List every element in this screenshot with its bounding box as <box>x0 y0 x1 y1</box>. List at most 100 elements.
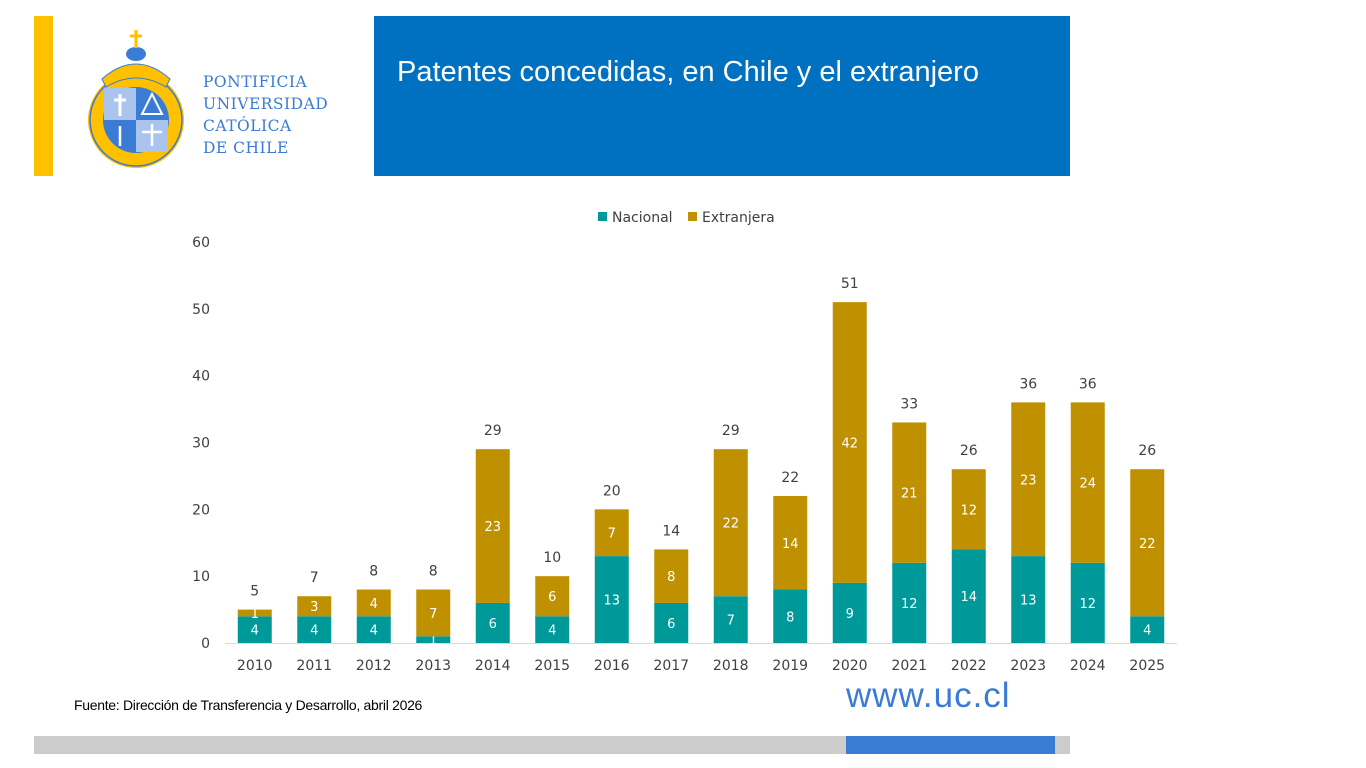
data-label: 24 <box>1079 477 1096 492</box>
legend-swatch-nacional <box>598 212 607 221</box>
accent-yellow-bar <box>34 16 53 176</box>
y-tick-label: 30 <box>192 436 210 452</box>
total-label: 20 <box>603 483 621 499</box>
data-label: 12 <box>960 503 977 518</box>
bar-extranjera <box>1011 402 1046 557</box>
bar-nacional <box>892 562 927 643</box>
source-note: Fuente: Dirección de Transferencia y Des… <box>74 697 423 713</box>
total-label: 10 <box>543 550 561 566</box>
logo-line: CATÓLICA <box>203 117 292 135</box>
bar-extranjera <box>951 469 986 550</box>
total-label: 26 <box>960 443 978 459</box>
total-label: 51 <box>841 276 859 292</box>
bar-nacional <box>356 616 391 643</box>
data-label: 7 <box>727 614 735 629</box>
title-banner: Patentes concedidas, en Chile y el extra… <box>374 16 1070 176</box>
bar-extranjera <box>892 422 927 563</box>
total-label: 7 <box>310 570 319 586</box>
total-label: 8 <box>429 564 438 580</box>
bar-extranjera <box>773 495 808 590</box>
bar-nacional <box>1070 562 1105 643</box>
bar-nacional <box>1011 556 1046 643</box>
total-label: 36 <box>1019 376 1037 392</box>
data-label: 23 <box>484 520 501 535</box>
data-label: 22 <box>1139 537 1156 552</box>
university-name: PONTIFICIA UNIVERSIDAD CATÓLICA DE CHILE <box>203 71 328 159</box>
x-tick-label: 2015 <box>534 658 570 674</box>
legend-swatch-extranjera <box>688 212 697 221</box>
y-tick-label: 60 <box>192 235 210 251</box>
data-label: 6 <box>548 590 556 605</box>
university-seal-icon <box>88 30 184 168</box>
data-label: 7 <box>429 607 437 622</box>
total-label: 5 <box>250 584 259 600</box>
footer-gray-bar <box>34 736 1070 754</box>
total-label: 36 <box>1079 376 1097 392</box>
bar-extranjera <box>297 596 332 617</box>
bar-extranjera <box>654 549 689 603</box>
footer-blue-bar <box>846 736 1055 754</box>
bar-extranjera <box>535 576 570 617</box>
bar-nacional <box>654 602 689 643</box>
data-label: 23 <box>1020 473 1037 488</box>
data-label: 6 <box>489 617 497 632</box>
x-tick-label: 2024 <box>1070 658 1106 674</box>
bar-nacional <box>594 556 629 643</box>
data-label: 12 <box>1079 597 1096 612</box>
bar-nacional <box>1130 616 1165 643</box>
y-tick-label: 50 <box>192 302 210 318</box>
data-label: 42 <box>841 437 858 452</box>
page-title: Patentes concedidas, en Chile y el extra… <box>397 56 979 88</box>
total-label: 26 <box>1138 443 1156 459</box>
data-label: 8 <box>667 570 675 585</box>
x-tick-label: 2012 <box>356 658 392 674</box>
x-tick-label: 2025 <box>1129 658 1165 674</box>
data-label: 7 <box>608 527 616 542</box>
total-label: 14 <box>662 523 680 539</box>
data-label: 13 <box>1020 594 1037 609</box>
data-label: 4 <box>310 624 318 639</box>
total-label: 22 <box>781 470 799 486</box>
legend-label: Nacional <box>612 210 673 226</box>
total-label: 8 <box>369 564 378 580</box>
x-tick-label: 2016 <box>594 658 630 674</box>
y-tick-label: 20 <box>192 502 210 518</box>
bar-extranjera <box>1130 469 1165 617</box>
data-label: 14 <box>782 537 799 552</box>
y-tick-label: 10 <box>192 569 210 585</box>
bar-nacional <box>297 616 332 643</box>
data-label: 12 <box>901 597 918 612</box>
bar-nacional <box>237 616 272 643</box>
legend-label: Extranjera <box>702 210 775 226</box>
website-link[interactable]: www.uc.cl <box>846 676 1011 715</box>
x-tick-label: 2021 <box>891 658 927 674</box>
data-label: 22 <box>722 517 739 532</box>
x-tick-label: 2022 <box>951 658 987 674</box>
bar-extranjera <box>356 589 391 617</box>
x-tick-label: 2014 <box>475 658 511 674</box>
bar-extranjera <box>713 449 748 597</box>
y-tick-label: 40 <box>192 369 210 385</box>
data-label: 13 <box>603 594 620 609</box>
bar-extranjera <box>237 609 272 617</box>
bar-extranjera <box>1070 402 1105 563</box>
data-label: 4 <box>548 624 556 639</box>
logo-line: DE CHILE <box>203 139 289 157</box>
bar-nacional <box>951 549 986 643</box>
x-tick-label: 2020 <box>832 658 868 674</box>
data-label: 6 <box>667 617 675 632</box>
total-label: 29 <box>722 423 740 439</box>
x-tick-label: 2010 <box>237 658 273 674</box>
data-label: 4 <box>370 624 378 639</box>
bar-extranjera <box>832 302 867 583</box>
x-tick-label: 2011 <box>296 658 332 674</box>
data-label: 4 <box>1143 624 1151 639</box>
total-label: 33 <box>900 396 918 412</box>
bar-extranjera <box>416 589 451 637</box>
data-label: 4 <box>251 624 259 639</box>
bar-nacional <box>713 596 748 643</box>
x-tick-label: 2019 <box>772 658 808 674</box>
logo-line: PONTIFICIA <box>203 73 308 91</box>
bar-extranjera <box>594 509 629 557</box>
